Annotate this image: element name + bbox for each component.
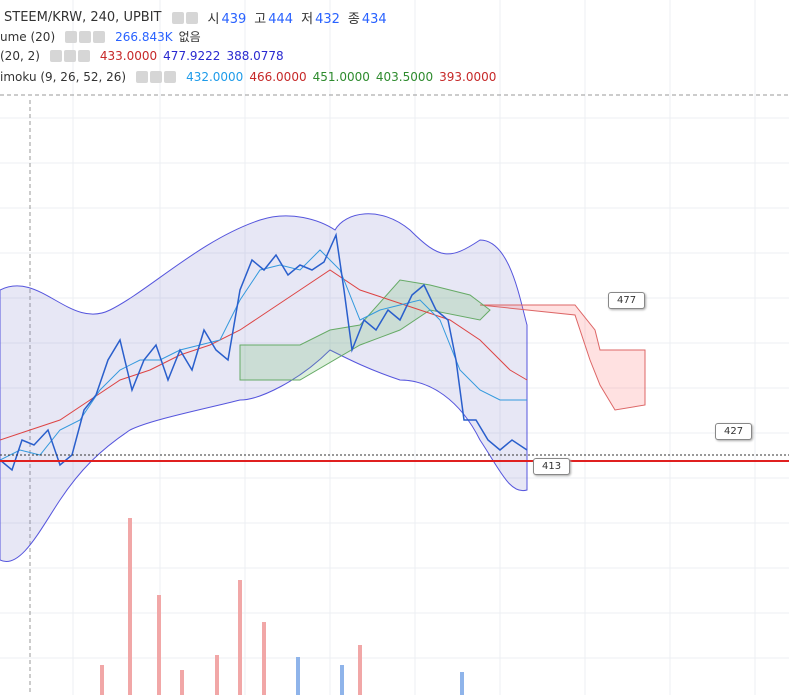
indicator-value: 477.9222 [163, 49, 221, 63]
ohlc-item: 고 444 [254, 8, 293, 27]
ohlc: 시 439 고 444 저 432 종 434 [208, 8, 387, 27]
indicator-value: 432.0000 [186, 70, 244, 84]
price-callout: 477 [608, 292, 646, 309]
indicator-value: 없음 [178, 30, 201, 44]
indicator-value: 433.0000 [99, 49, 158, 63]
indicator-value: 393.0000 [439, 70, 497, 84]
indicator-value: 403.5000 [375, 70, 434, 84]
ohlc-item: 종 434 [348, 8, 387, 27]
indicator-legend: (20, 2) 433.0000 477.9222 388.0778 [0, 49, 284, 63]
ohlc-item: 시 439 [208, 8, 247, 27]
price-callout: 427 [715, 423, 753, 440]
symbol: STEEM/KRW, 240, UPBIT [4, 10, 162, 25]
bollinger-band [0, 213, 528, 563]
indicator-name: ume (20) [0, 29, 56, 44]
cloud-bear [479, 304, 646, 411]
indicator-name: (20, 2) [0, 49, 40, 63]
ohlc-label: 시 [207, 12, 220, 27]
price-callout: 413 [533, 458, 571, 475]
conversion-line [0, 249, 527, 461]
indicator-icons[interactable] [65, 30, 106, 43]
indicator-icons[interactable] [136, 71, 177, 83]
ohlc-value: 439 [221, 12, 247, 27]
indicator-value: 388.0778 [226, 49, 284, 63]
indicator-value: 266.843K [115, 29, 173, 44]
ohlc-value: 434 [361, 12, 387, 27]
ohlc-label: 종 [347, 12, 360, 27]
volume [100, 518, 464, 695]
indicator-name: imoku (9, 26, 52, 26) [0, 70, 127, 84]
cloud-bull [239, 279, 491, 381]
ohlc-value: 444 [268, 12, 294, 27]
ohlc-label: 고 [254, 12, 267, 27]
price-line [0, 232, 528, 472]
baseline [0, 269, 528, 441]
indicator-value: 451.0000 [312, 70, 370, 84]
symbol-legend: STEEM/KRW, 240, UPBIT 시 439 고 444 저 432 종 434 [4, 8, 387, 27]
ohlc-label: 저 [301, 12, 314, 27]
indicator-legend: ume (20) 266.843K 없음 [0, 28, 201, 45]
indicator-icons[interactable] [49, 50, 90, 62]
ohlc-item: 저 432 [301, 8, 340, 27]
indicator-legend: imoku (9, 26, 52, 26) 432.0000 466.0000 451… [0, 70, 496, 84]
icons[interactable] [171, 11, 198, 24]
indicator-value: 466.0000 [249, 70, 307, 84]
ohlc-value: 432 [315, 12, 340, 27]
